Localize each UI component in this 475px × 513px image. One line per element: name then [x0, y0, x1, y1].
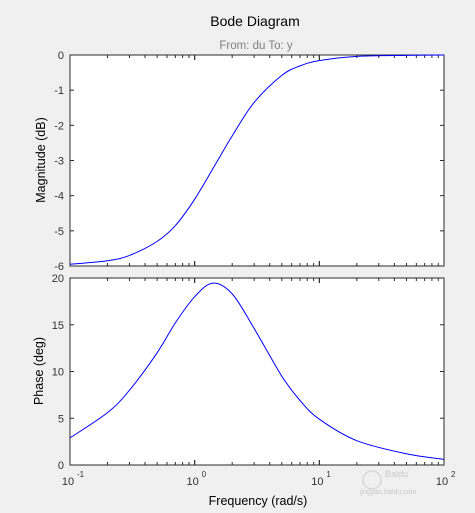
- xtick-label: 10: [436, 476, 448, 488]
- baidu-watermark: Baidu jingyan.baidu.com: [359, 469, 417, 496]
- magnitude-ytick-label: -3: [54, 156, 64, 168]
- phase-series-line: [69, 282, 445, 460]
- magnitude-ytick-label: -1: [54, 85, 64, 97]
- x-axis-label: Frequency (rad/s): [209, 494, 308, 508]
- phase-ytick-label: 0: [58, 460, 64, 472]
- magnitude-series-line: [69, 54, 445, 265]
- phase-ytick-label: 20: [52, 273, 64, 285]
- magnitude-ytick-label: -2: [54, 120, 64, 132]
- magnitude-ytick-label: -4: [54, 191, 64, 203]
- magnitude-ytick-label: 0: [58, 50, 64, 62]
- chart-title: Bode Diagram: [210, 13, 300, 29]
- chart-subtitle: From: du To: y: [219, 40, 293, 52]
- phase-axes: [69, 277, 445, 466]
- phase-ytick-label: 10: [52, 367, 64, 379]
- watermark-url: jingyan.baidu.com: [359, 489, 417, 496]
- phase-y-label: Phase (deg): [32, 337, 46, 405]
- phase-ticks: 20 15 10 5 0: [52, 273, 445, 472]
- xtick-label: 10: [187, 476, 199, 488]
- phase-ytick-label: 15: [52, 320, 64, 332]
- xtick-exponent: 0: [202, 470, 207, 479]
- magnitude-axes: [69, 54, 445, 267]
- watermark-brand: Baidu: [385, 469, 408, 479]
- xtick-label: 10: [62, 476, 74, 488]
- xtick-label: 10: [311, 476, 323, 488]
- magnitude-ytick-label: -5: [54, 226, 64, 238]
- phase-ytick-label: 5: [58, 413, 64, 425]
- magnitude-ytick-label: -6: [54, 261, 64, 273]
- xtick-exponent: 2: [451, 470, 456, 479]
- magnitude-y-label: Magnitude (dB): [34, 117, 48, 202]
- magnitude-ticks: 0 -1 -2 -3 -4 -5 -6: [54, 50, 445, 273]
- xtick-exponent: 1: [326, 470, 331, 479]
- xtick-exponent: -1: [77, 470, 85, 479]
- paw-logo-icon: [362, 470, 382, 490]
